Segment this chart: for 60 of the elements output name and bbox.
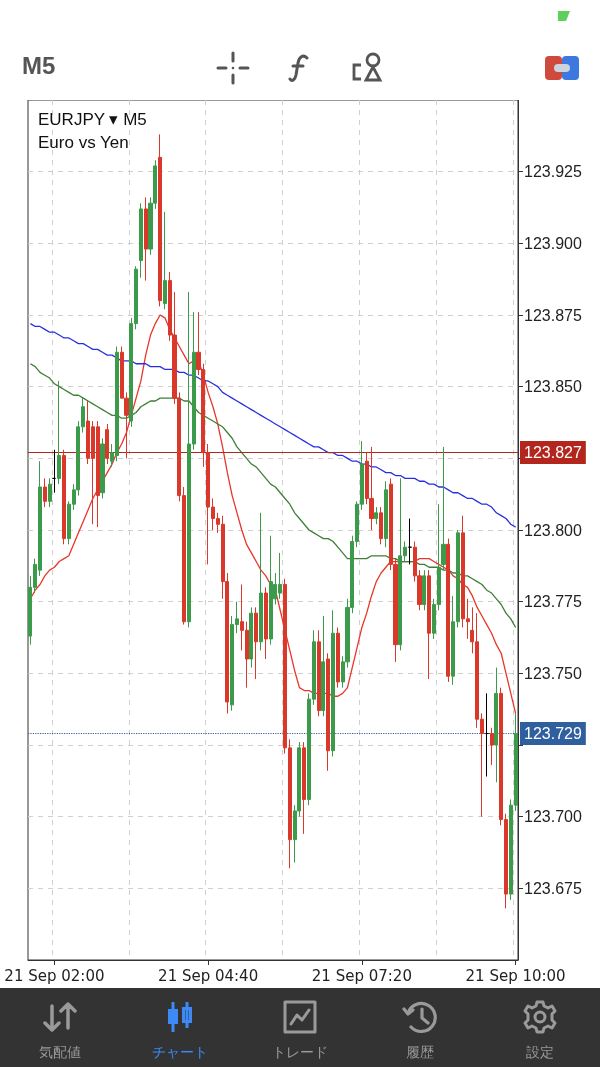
text: M5 [22,52,56,80]
y-tick-label: 123.875 [524,306,582,324]
text: トレード [271,1044,329,1062]
candlestick [302,741,306,835]
ref-line-label: 123.827 [524,444,582,462]
candlestick [62,449,66,545]
candlestick [374,506,378,525]
y-tick-label: 123.700 [524,808,582,826]
candlestick [408,518,412,565]
line-series [29,314,517,715]
candlestick [139,202,143,279]
candlestick [57,380,61,485]
y-tick-label: 123.750 [524,664,582,682]
y-tick-label: 123.925 [524,163,582,181]
y-tick-label: 123.775 [524,593,582,611]
candlestick [485,692,489,778]
candlestick [441,446,446,571]
x-tick-label: 21 Sep 04:40 [158,966,259,985]
candlestick [254,606,258,680]
x-tick-label: 21 Sep 10:00 [465,966,566,985]
candlestick [105,423,109,465]
ref-line-label: 123.729 [524,725,582,743]
text: 気配値 [38,1044,82,1062]
text: 設定 [525,1044,555,1062]
candlestick [326,652,330,772]
candlestick [100,437,105,499]
line-series [29,322,517,528]
candlestick [321,615,325,717]
candlestick [494,667,498,783]
y-tick-label: 123.850 [524,378,582,396]
x-tick-label: 21 Sep 07:20 [311,966,412,985]
text: チャート [151,1044,209,1062]
candlestick [269,535,273,646]
candlestick [427,569,431,680]
candlestick [163,211,167,310]
candlestick [379,506,383,545]
candlestick [144,196,148,282]
text: 履歴 [405,1044,435,1062]
candlestick [48,477,52,508]
candlestick [317,629,321,717]
candlestick [264,586,268,660]
candlestick [249,606,253,669]
text: EURJPY ▾ M5 [38,110,147,129]
candlestick [336,626,340,689]
candlestick [446,538,450,683]
candlestick [52,449,56,494]
text: Euro vs Yen [38,133,129,152]
candlestick [158,133,162,307]
candlestick [331,609,335,757]
line-series [29,363,517,629]
candlestick [43,477,47,508]
x-tick-label: 21 Sep 02:00 [4,966,105,985]
candlestick [369,446,374,531]
candlestick [490,727,494,766]
candlestick [259,512,263,651]
y-tick-label: 123.900 [524,234,582,252]
y-tick-label: 123.675 [524,879,582,897]
candlestick [422,569,426,611]
y-tick-label: 123.800 [524,521,582,539]
candlestick [384,480,388,548]
